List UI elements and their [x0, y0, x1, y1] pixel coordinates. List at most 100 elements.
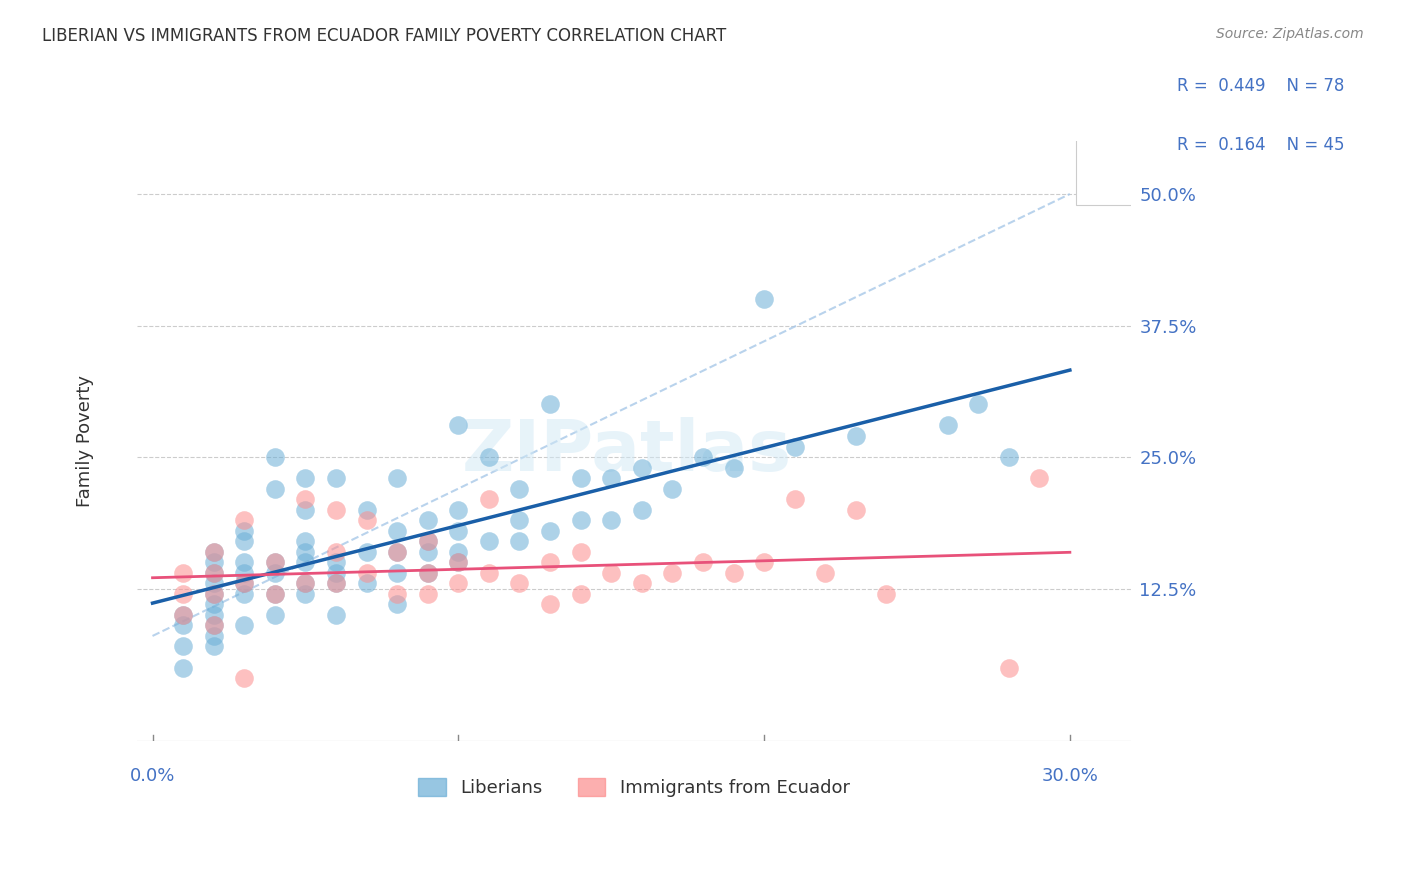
Point — [233, 513, 256, 527]
Point — [356, 545, 378, 559]
Point — [478, 534, 501, 549]
Point — [478, 492, 501, 507]
Point — [263, 482, 285, 496]
Point — [263, 587, 285, 601]
Point — [447, 524, 470, 538]
Point — [233, 555, 256, 569]
Point — [356, 576, 378, 591]
Point — [294, 555, 316, 569]
Point — [202, 555, 225, 569]
Point — [263, 450, 285, 464]
Point — [172, 607, 194, 622]
Point — [385, 524, 408, 538]
Point — [233, 576, 256, 591]
Point — [416, 545, 439, 559]
Point — [447, 502, 470, 516]
Point — [202, 607, 225, 622]
Point — [325, 576, 347, 591]
Point — [294, 492, 316, 507]
Point — [447, 545, 470, 559]
Point — [202, 618, 225, 632]
Point — [263, 566, 285, 580]
Point — [997, 660, 1019, 674]
Point — [783, 492, 806, 507]
Point — [416, 566, 439, 580]
Point — [202, 587, 225, 601]
Point — [172, 660, 194, 674]
Point — [508, 576, 530, 591]
Point — [294, 576, 316, 591]
Point — [538, 598, 561, 612]
Point — [263, 555, 285, 569]
Point — [233, 671, 256, 685]
Text: ZIPatlas: ZIPatlas — [461, 417, 792, 486]
Point — [569, 471, 592, 485]
Point — [325, 545, 347, 559]
Point — [233, 587, 256, 601]
Point — [478, 450, 501, 464]
Point — [356, 502, 378, 516]
Point — [538, 397, 561, 411]
Point — [814, 566, 837, 580]
Point — [569, 513, 592, 527]
Point — [936, 418, 959, 433]
Point — [783, 440, 806, 454]
Point — [172, 587, 194, 601]
Point — [416, 513, 439, 527]
Point — [356, 566, 378, 580]
Text: LIBERIAN VS IMMIGRANTS FROM ECUADOR FAMILY POVERTY CORRELATION CHART: LIBERIAN VS IMMIGRANTS FROM ECUADOR FAMI… — [42, 27, 727, 45]
Point — [325, 502, 347, 516]
Point — [538, 555, 561, 569]
Point — [202, 545, 225, 559]
FancyBboxPatch shape — [1076, 41, 1406, 204]
Point — [447, 418, 470, 433]
Point — [752, 292, 775, 306]
Point — [508, 513, 530, 527]
Point — [723, 566, 745, 580]
Point — [508, 534, 530, 549]
Point — [875, 587, 897, 601]
Point — [172, 618, 194, 632]
Point — [630, 460, 652, 475]
Point — [202, 618, 225, 632]
Point — [325, 566, 347, 580]
Text: 0.0%: 0.0% — [129, 767, 176, 786]
Point — [416, 534, 439, 549]
Point — [416, 566, 439, 580]
Point — [294, 471, 316, 485]
Point — [325, 555, 347, 569]
Point — [385, 545, 408, 559]
Point — [202, 629, 225, 643]
Point — [325, 471, 347, 485]
Point — [1028, 471, 1050, 485]
Text: R =  0.164    N = 45: R = 0.164 N = 45 — [1177, 136, 1344, 153]
Text: 30.0%: 30.0% — [1042, 767, 1098, 786]
Point — [630, 576, 652, 591]
Point — [172, 640, 194, 654]
Point — [233, 524, 256, 538]
Point — [967, 397, 990, 411]
Point — [478, 566, 501, 580]
Point — [172, 607, 194, 622]
Point — [172, 566, 194, 580]
Text: Family Poverty: Family Poverty — [76, 376, 94, 508]
Point — [202, 587, 225, 601]
Point — [723, 460, 745, 475]
Point — [692, 450, 714, 464]
Text: Source: ZipAtlas.com: Source: ZipAtlas.com — [1216, 27, 1364, 41]
Point — [263, 607, 285, 622]
Point — [752, 555, 775, 569]
Point — [630, 502, 652, 516]
Point — [661, 566, 683, 580]
Point — [447, 555, 470, 569]
Point — [233, 618, 256, 632]
Point — [508, 482, 530, 496]
Point — [233, 576, 256, 591]
Point — [294, 545, 316, 559]
Point — [447, 576, 470, 591]
Point — [569, 587, 592, 601]
Point — [569, 545, 592, 559]
Point — [416, 587, 439, 601]
Point — [202, 576, 225, 591]
Point — [202, 545, 225, 559]
